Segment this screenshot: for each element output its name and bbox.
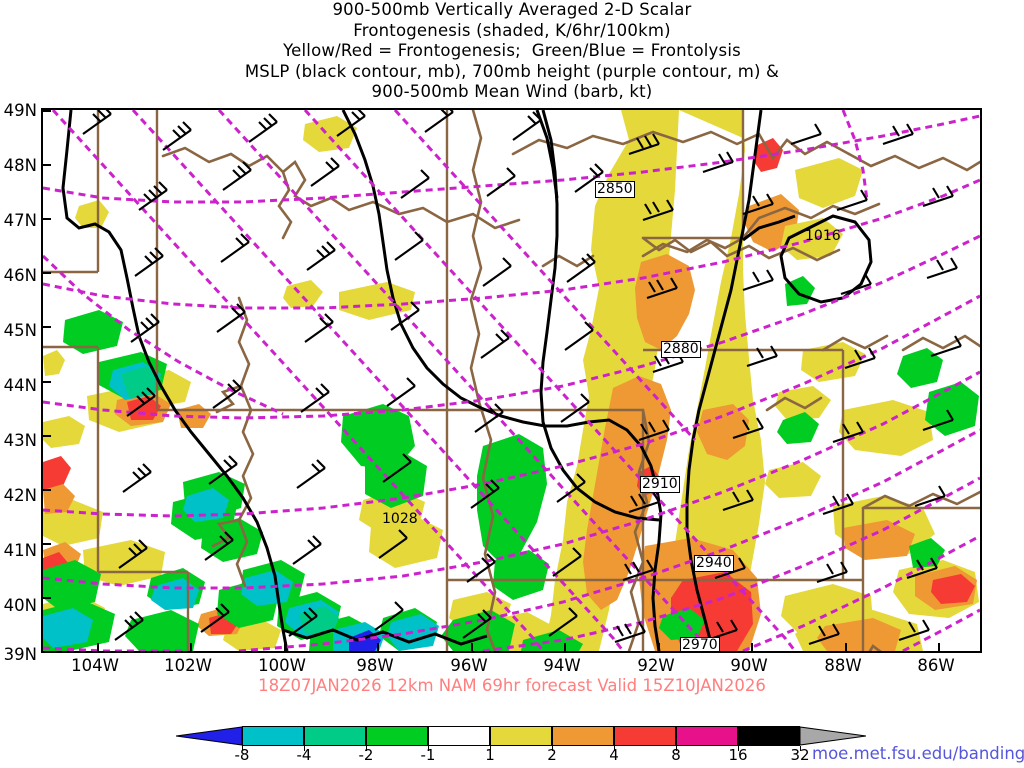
colorbar-tickmark: [242, 746, 243, 751]
y-tick-42N: 42N: [3, 486, 37, 505]
colorbar-cell: [428, 726, 490, 746]
mslp-label-1028: 1028: [382, 511, 418, 527]
y-tick-44N: 44N: [3, 376, 37, 395]
title-line-3: Yellow/Red = Frontogenesis; Green/Blue =…: [283, 41, 741, 60]
y-tick-46N: 46N: [3, 266, 37, 285]
y-axis-tickmark: [43, 651, 51, 653]
height-label-2910: 2910: [640, 476, 680, 493]
colorbar-tick-label: 2: [547, 746, 557, 764]
y-tick-49N: 49N: [3, 101, 37, 120]
x-axis-tickmark: [471, 643, 473, 651]
colorbar-arrows: [176, 726, 866, 746]
colorbar-tick-label: -8: [234, 746, 250, 764]
x-axis-tickmark: [751, 643, 753, 651]
y-axis-tickmark: [43, 542, 51, 545]
y-tick-45N: 45N: [3, 321, 37, 340]
forecast-caption: 18Z07JAN2026 12km NAM 69hr forecast Vali…: [258, 676, 766, 695]
colorbar-tick-label: -4: [296, 746, 312, 764]
y-axis-tickmark: [43, 596, 51, 599]
y-axis-tickmark: [43, 488, 51, 491]
x-axis-tickmark: [377, 643, 379, 651]
colorbar-tickmark: [552, 746, 553, 751]
height-label-2850: 2850: [595, 181, 635, 198]
watermark-url: moe.met.fsu.edu/banding: [812, 744, 1024, 763]
y-axis-tickmark: [43, 272, 51, 275]
frontogenesis-shading: [43, 110, 979, 651]
title-line-1: 900-500mb Vertically Averaged 2-D Scalar: [332, 0, 692, 19]
colorbar-tick-label: 4: [609, 746, 619, 764]
x-tick-86W: 86W: [917, 656, 955, 675]
x-axis-tickmark: [190, 643, 192, 651]
title-line-4: MSLP (black contour, mb), 700mb height (…: [244, 61, 780, 81]
colorbar-tickmark: [614, 746, 615, 751]
colorbar-tick-label: -1: [420, 746, 436, 764]
colorbar-tickmark: [428, 746, 429, 751]
colorbar-cell: [242, 726, 304, 746]
map-canvas: [43, 110, 980, 651]
y-tick-48N: 48N: [3, 156, 37, 175]
mslp-label-1016: 1016: [805, 228, 841, 244]
colorbar-tickmark: [366, 746, 367, 751]
colorbar-tickmark: [304, 746, 305, 751]
x-tick-100W: 100W: [258, 656, 306, 675]
colorbar-cell: [304, 726, 366, 746]
x-axis-tickmark: [938, 643, 940, 651]
height-label-2940: 2940: [694, 555, 734, 572]
y-tick-39N: 39N: [3, 645, 37, 664]
colorbar-cell: [738, 726, 800, 746]
y-axis-tickmark: [43, 380, 51, 383]
colorbar-tickmark: [738, 746, 739, 751]
x-axis-tickmark: [658, 643, 660, 651]
x-tick-104W: 104W: [71, 656, 119, 675]
x-tick-92W: 92W: [637, 656, 675, 675]
colorbar-tickmark: [800, 746, 801, 751]
y-axis-tickmark: [43, 110, 51, 112]
height-label-2970: 2970: [680, 637, 720, 653]
y-axis-tickmark: [43, 326, 51, 329]
colorbar-tick-label: 1: [485, 746, 495, 764]
x-tick-98W: 98W: [356, 656, 394, 675]
colorbar-cell: [366, 726, 428, 746]
x-tick-90W: 90W: [730, 656, 768, 675]
x-axis-tickmark: [564, 643, 566, 651]
x-axis-tickmark: [284, 643, 286, 651]
colorbar-tick-label: -2: [358, 746, 374, 764]
colorbar-tickmark: [490, 746, 491, 751]
x-tick-102W: 102W: [164, 656, 212, 675]
x-tick-96W: 96W: [450, 656, 488, 675]
map-plot-area[interactable]: 2850 2880 2910 2940 2970 1016 1028: [41, 108, 982, 653]
height-label-2880: 2880: [661, 341, 701, 358]
colorbar-cells: [176, 726, 866, 746]
colorbar-cell: [490, 726, 552, 746]
colorbar-tick-label: 8: [671, 746, 681, 764]
y-axis-tickmark: [43, 434, 51, 437]
y-tick-41N: 41N: [3, 541, 37, 560]
y-tick-43N: 43N: [3, 431, 37, 450]
colorbar-tick-label: 32: [790, 746, 810, 764]
title-line-5: 900-500mb Mean Wind (barb, kt): [371, 82, 653, 101]
x-tick-94W: 94W: [543, 656, 581, 675]
x-axis-tickmark: [97, 643, 99, 651]
title-line-2: Frontogenesis (shaded, K/6hr/100km): [353, 20, 671, 40]
y-axis-tickmark: [43, 218, 51, 221]
colorbar-cell: [676, 726, 738, 746]
colorbar-cell: [614, 726, 676, 746]
colorbar[interactable]: -8 -4 -2 -1 1 2 4 8 16 32: [176, 726, 866, 764]
height-contours-700mb: [43, 110, 980, 651]
x-tick-88W: 88W: [824, 656, 862, 675]
wind-barbs: [82, 110, 962, 645]
chart-title-block: 900-500mb Vertically Averaged 2-D Scalar…: [0, 0, 1024, 103]
colorbar-tick-label: 16: [728, 746, 748, 764]
x-axis-tickmark: [845, 643, 847, 651]
colorbar-tickmark: [676, 746, 677, 751]
y-tick-47N: 47N: [3, 211, 37, 230]
y-tick-40N: 40N: [3, 596, 37, 615]
colorbar-cell: [552, 726, 614, 746]
y-axis-tickmark: [43, 164, 51, 167]
